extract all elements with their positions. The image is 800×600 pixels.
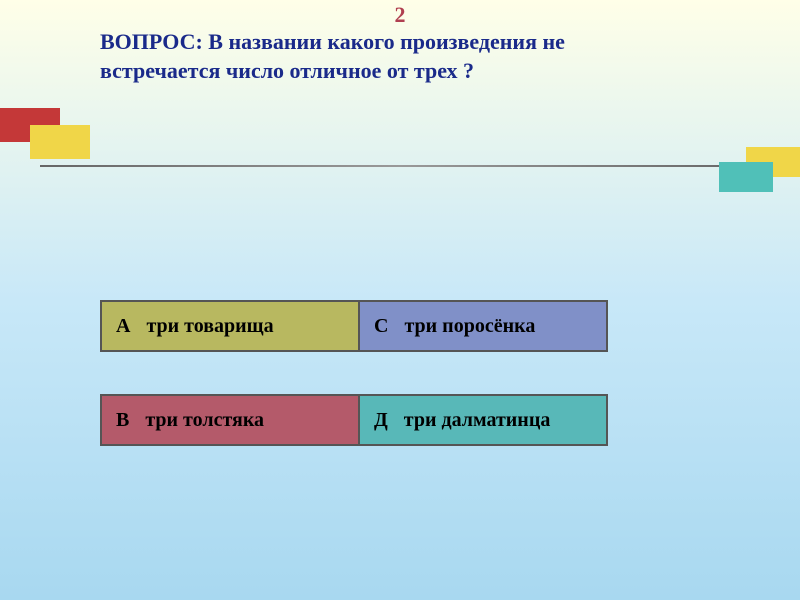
decoration-left <box>0 108 60 142</box>
answer-label-b: В <box>102 409 139 432</box>
decoration-right <box>746 147 800 177</box>
answer-text-a: три товарища <box>140 315 273 338</box>
answer-label-c: С <box>360 315 398 338</box>
answer-option-a[interactable]: А три товарища <box>102 302 360 350</box>
answer-row-2: В три толстяка Д три далматинца <box>100 394 608 446</box>
answer-text-d: три далматинца <box>398 409 551 432</box>
decoration-yellow-block <box>30 125 90 159</box>
answer-text-b: три толстяка <box>139 409 264 432</box>
answer-option-d[interactable]: Д три далматинца <box>360 396 606 444</box>
question-text: ВОПРОС: В названии какого произведения н… <box>100 28 660 85</box>
answer-option-c[interactable]: С три поросёнка <box>360 302 606 350</box>
page-number: 2 <box>395 2 406 28</box>
answer-option-b[interactable]: В три толстяка <box>102 396 360 444</box>
answer-label-a: А <box>102 315 140 338</box>
answer-row-1: А три товарища С три поросёнка <box>100 300 608 352</box>
divider-line <box>40 165 760 167</box>
answer-text-c: три поросёнка <box>398 315 535 338</box>
decoration-teal-block <box>719 162 773 192</box>
answer-label-d: Д <box>360 409 398 432</box>
